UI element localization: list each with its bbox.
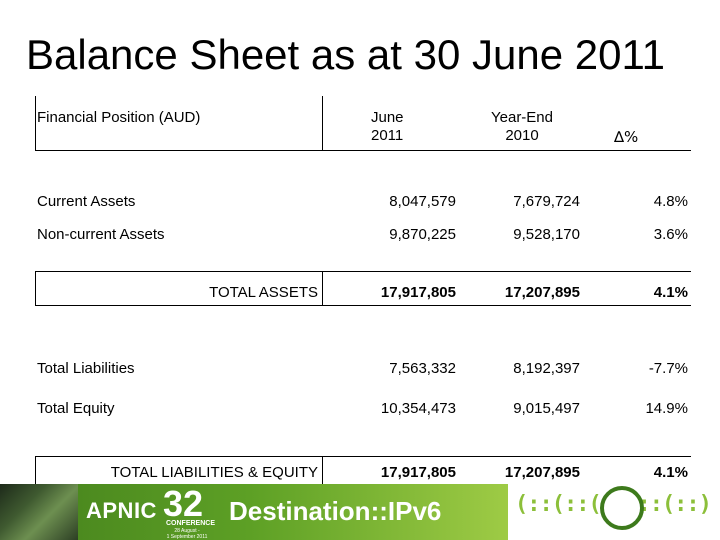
row-label-current-assets: Current Assets	[37, 193, 136, 210]
page-title: Balance Sheet as at 30 June 2011	[26, 31, 666, 78]
total-assets-ye-2010: 17,207,895	[504, 284, 580, 301]
row-label-total-equity: Total Equity	[37, 400, 115, 417]
conference-dates-line1: 28 August -	[174, 528, 200, 534]
non-current-assets-delta: 3.6%	[653, 226, 688, 243]
total-assets-label-border	[322, 271, 323, 305]
conference-footer-banner: APNIC 32 CONFERENCE 28 August - 1 Septem…	[0, 484, 720, 540]
row-label-non-current-assets: Non-current Assets	[37, 226, 165, 243]
year-end-2010-header-line2: 2010	[505, 127, 539, 144]
non-current-assets-june-2011: 9,870,225	[389, 226, 456, 243]
total-liabilities-delta: -7.7%	[648, 360, 688, 377]
green-banner-strip	[78, 484, 508, 540]
header-divider	[35, 150, 691, 151]
foliage-image	[0, 484, 78, 540]
year-end-2010-header-line1: Year-End	[491, 109, 553, 126]
financial-position-header: Financial Position (AUD)	[37, 109, 201, 126]
total-le-left-border	[35, 456, 36, 484]
destination-ipv6-slogan: Destination::IPv6	[229, 496, 442, 526]
non-current-assets-ye-2010: 9,528,170	[513, 226, 580, 243]
ipv6-circle-logo-icon	[600, 486, 644, 530]
header-label-column-border	[322, 96, 323, 150]
june-2011-header: June 2011	[371, 109, 404, 145]
total-equity-delta: 14.9%	[645, 400, 688, 417]
total-assets-divider	[35, 305, 691, 306]
total-assets-june-2011: 17,917,805	[380, 284, 456, 301]
row-label-total-assets: TOTAL ASSETS	[209, 284, 318, 301]
current-assets-ye-2010: 7,679,724	[513, 193, 580, 210]
delta-percent-header: ∆%	[614, 128, 639, 146]
total-equity-ye-2010: 9,015,497	[513, 400, 580, 417]
header-left-border	[35, 96, 36, 150]
total-liabilities-ye-2010: 8,192,397	[513, 360, 580, 377]
conference-dates-line2: 1 September 2011	[166, 534, 208, 540]
total-le-ye-2010: 17,207,895	[504, 464, 580, 481]
total-equity-june-2011: 10,354,473	[380, 400, 456, 417]
total-le-label-border	[322, 456, 323, 484]
current-assets-delta: 4.8%	[653, 193, 688, 210]
row-label-total-liabilities: Total Liabilities	[37, 360, 135, 377]
apnic-logo-text: APNIC	[86, 498, 157, 523]
june-2011-header-line2: 2011	[371, 127, 404, 144]
year-end-2010-header: Year-End 2010	[480, 109, 564, 145]
total-le-delta: 4.1%	[653, 464, 688, 481]
conference-label: CONFERENCE	[166, 520, 216, 527]
current-assets-june-2011: 8,047,579	[389, 193, 456, 210]
conference-number: 32	[163, 484, 204, 524]
liabilities-divider	[35, 456, 691, 457]
june-2011-header-line1: June	[371, 109, 404, 126]
conference-dates: 28 August - 1 September 2011	[162, 528, 212, 540]
total-assets-delta: 4.1%	[653, 284, 688, 301]
total-liabilities-june-2011: 7,563,332	[389, 360, 456, 377]
assets-divider	[35, 271, 691, 272]
total-le-june-2011: 17,917,805	[380, 464, 456, 481]
total-assets-left-border	[35, 271, 36, 305]
row-label-total-liabilities-equity: TOTAL LIABILITIES & EQUITY	[110, 464, 318, 481]
